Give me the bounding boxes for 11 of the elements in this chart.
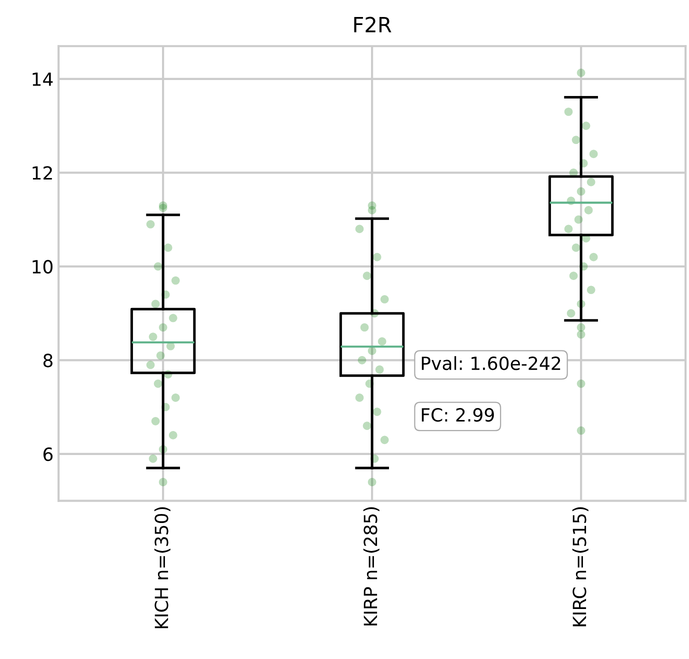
x-tick-label: KIRP n=(285) bbox=[363, 507, 380, 626]
annotation: Pval: 1.60e-242 bbox=[422, 356, 560, 370]
y-tick-label: 12 bbox=[32, 166, 52, 180]
y-tick-label: 14 bbox=[32, 72, 53, 86]
chart-title: F2R bbox=[354, 16, 392, 32]
y-tick-label: 8 bbox=[43, 354, 52, 368]
y-tick-label: 6 bbox=[43, 447, 53, 462]
x-tick-label: KICH n=(350) bbox=[154, 507, 170, 628]
annotation: FC: 2.99 bbox=[422, 408, 494, 422]
x-tick-label: KIRC n=(515) bbox=[572, 507, 588, 626]
y-tick-label: 10 bbox=[32, 260, 53, 274]
